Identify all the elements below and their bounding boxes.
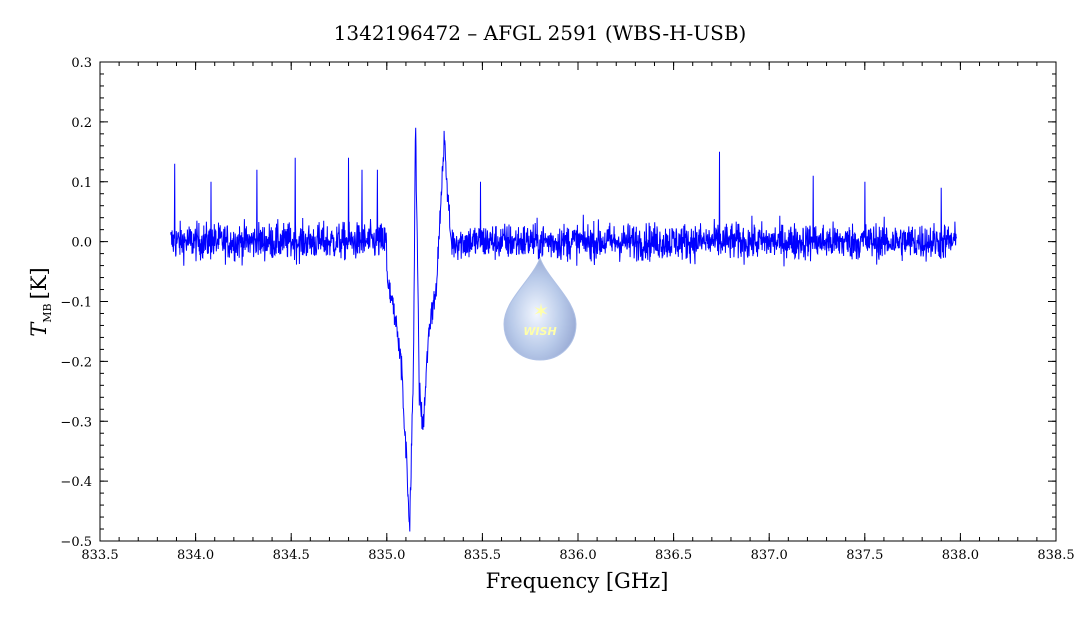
y-tick-label: 0.3 bbox=[71, 56, 92, 71]
wish-watermark-star-icon: ✶ bbox=[533, 299, 550, 323]
y-tick-label: −0.1 bbox=[60, 296, 92, 311]
svg-text:TMB[K]: TMB [K] bbox=[27, 267, 54, 336]
x-tick-label: 838.0 bbox=[942, 548, 979, 563]
plot-frame bbox=[99, 61, 1057, 542]
x-tick-label: 834.5 bbox=[273, 548, 310, 563]
x-tick-label: 833.5 bbox=[81, 548, 118, 563]
x-tick-label: 838.5 bbox=[1037, 548, 1074, 563]
y-tick-label: 0.0 bbox=[71, 236, 92, 251]
x-tick-label: 834.0 bbox=[177, 548, 214, 563]
spectrum-series-line bbox=[170, 127, 958, 532]
y-axis-label: TMB [K] bbox=[27, 267, 54, 336]
y-tick-label: 0.2 bbox=[71, 116, 92, 131]
x-tick-label: 837.0 bbox=[751, 548, 788, 563]
wish-watermark-label: WISH bbox=[523, 325, 556, 338]
y-tick-label: −0.5 bbox=[60, 535, 92, 550]
x-tick-label: 837.5 bbox=[846, 548, 883, 563]
y-axis-label-unit: [K] bbox=[27, 267, 51, 299]
y-tick-label: −0.3 bbox=[60, 415, 92, 430]
x-tick-label: 835.0 bbox=[368, 548, 405, 563]
x-tick-label: 836.5 bbox=[655, 548, 692, 563]
y-axis-label-subscript: MB bbox=[41, 303, 54, 322]
x-tick-label: 836.0 bbox=[559, 548, 596, 563]
x-tick-label: 835.5 bbox=[464, 548, 501, 563]
y-axis-label-symbol: T bbox=[27, 321, 51, 337]
x-axis-label: Frequency [GHz] bbox=[486, 569, 669, 593]
chart-title: 1342196472 – AFGL 2591 (WBS-H-USB) bbox=[334, 21, 747, 45]
y-tick-label: −0.2 bbox=[60, 355, 92, 370]
y-tick-label: 0.1 bbox=[71, 176, 92, 191]
wish-watermark: ✶ WISH bbox=[503, 256, 577, 361]
y-tick-label: −0.4 bbox=[60, 475, 92, 490]
